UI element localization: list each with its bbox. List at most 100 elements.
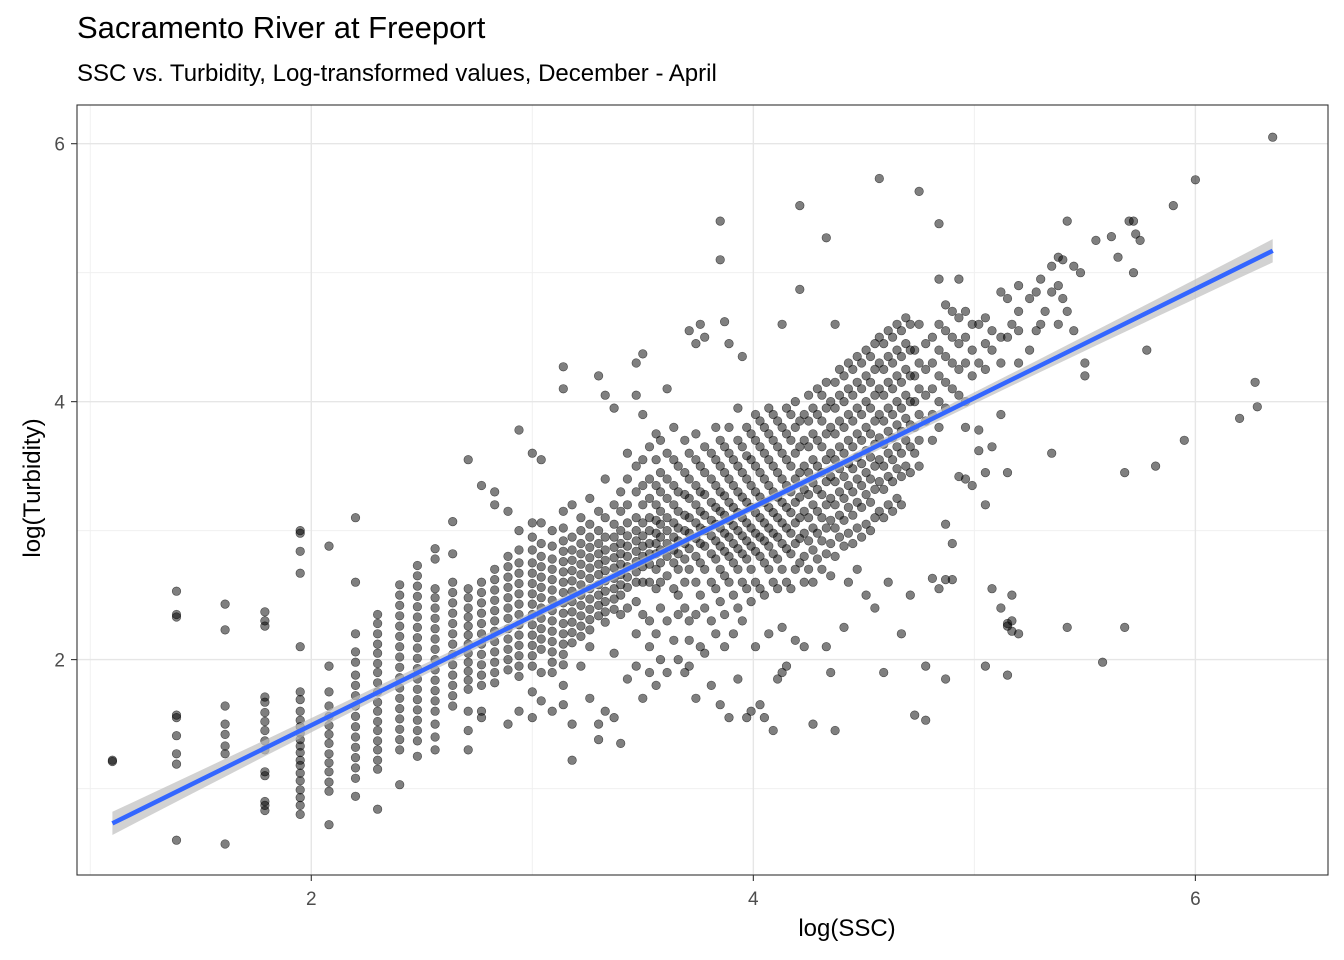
data-point bbox=[350, 680, 361, 691]
data-point bbox=[892, 345, 902, 355]
data-point bbox=[817, 564, 827, 574]
data-point bbox=[901, 364, 911, 375]
data-point bbox=[927, 573, 938, 584]
data-point bbox=[324, 738, 334, 749]
data-point bbox=[715, 700, 725, 710]
data-point bbox=[350, 647, 361, 657]
data-point bbox=[490, 595, 500, 605]
data-point bbox=[887, 455, 898, 465]
data-point bbox=[1031, 287, 1041, 297]
data-point bbox=[834, 364, 845, 375]
data-point bbox=[600, 555, 610, 565]
data-point bbox=[448, 680, 458, 691]
data-point bbox=[996, 287, 1006, 297]
data-point bbox=[772, 554, 783, 564]
data-point bbox=[673, 461, 683, 471]
data-point bbox=[430, 696, 440, 706]
data-point bbox=[547, 706, 557, 716]
data-point bbox=[662, 384, 672, 394]
data-point bbox=[662, 616, 672, 626]
data-point bbox=[373, 764, 383, 774]
data-point bbox=[843, 409, 854, 420]
data-point bbox=[755, 700, 765, 710]
data-point bbox=[927, 384, 938, 394]
data-point bbox=[324, 749, 334, 759]
data-point bbox=[536, 518, 546, 528]
data-point bbox=[616, 525, 626, 536]
data-point bbox=[622, 582, 633, 593]
data-point bbox=[430, 706, 440, 716]
data-point bbox=[750, 461, 761, 471]
data-point bbox=[799, 642, 809, 652]
data-point bbox=[567, 755, 577, 765]
data-point bbox=[812, 461, 823, 471]
data-point bbox=[768, 725, 778, 736]
data-point bbox=[503, 665, 513, 675]
data-point bbox=[576, 611, 586, 621]
data-point bbox=[821, 233, 831, 243]
data-point bbox=[655, 487, 666, 497]
data-point bbox=[373, 755, 383, 765]
data-point bbox=[514, 651, 524, 661]
data-point bbox=[600, 617, 610, 627]
data-point bbox=[691, 693, 701, 703]
data-point bbox=[724, 712, 734, 723]
data-point bbox=[861, 519, 871, 529]
data-point bbox=[777, 319, 787, 329]
data-point bbox=[954, 339, 964, 349]
data-point bbox=[638, 349, 648, 359]
data-point bbox=[742, 554, 752, 564]
data-point bbox=[295, 568, 305, 578]
data-point bbox=[799, 551, 809, 562]
data-point bbox=[974, 446, 984, 456]
data-point bbox=[631, 596, 641, 607]
data-point bbox=[412, 581, 423, 591]
data-point bbox=[799, 577, 809, 587]
data-point bbox=[750, 409, 761, 420]
data-point bbox=[856, 358, 867, 368]
data-point bbox=[600, 565, 610, 576]
data-point bbox=[808, 577, 818, 587]
data-point bbox=[576, 559, 586, 569]
data-point bbox=[585, 693, 595, 703]
data-point bbox=[799, 409, 809, 420]
data-point bbox=[220, 719, 230, 729]
data-point bbox=[514, 671, 524, 682]
data-point bbox=[558, 700, 568, 710]
data-point bbox=[547, 525, 557, 536]
data-point bbox=[940, 519, 951, 529]
data-point bbox=[803, 489, 814, 500]
data-point bbox=[395, 693, 405, 703]
data-point bbox=[490, 564, 500, 574]
data-point bbox=[295, 747, 305, 758]
data-point bbox=[680, 577, 690, 587]
data-point bbox=[669, 500, 679, 510]
data-point bbox=[803, 513, 814, 523]
data-point bbox=[921, 661, 931, 671]
data-point bbox=[585, 614, 595, 625]
data-point bbox=[1069, 326, 1079, 336]
data-point bbox=[715, 596, 725, 607]
data-point bbox=[1058, 255, 1068, 265]
data-point bbox=[733, 603, 743, 613]
data-point bbox=[547, 554, 557, 564]
data-point bbox=[558, 523, 568, 533]
data-point bbox=[600, 545, 610, 555]
data-point bbox=[1120, 468, 1130, 478]
data-point bbox=[220, 701, 230, 711]
x-tick-label: 6 bbox=[1190, 889, 1201, 910]
data-point bbox=[638, 500, 648, 510]
data-point bbox=[669, 558, 679, 568]
data-point bbox=[171, 749, 182, 759]
data-point bbox=[558, 506, 568, 516]
data-point bbox=[395, 745, 405, 755]
data-point bbox=[662, 571, 672, 581]
data-point bbox=[373, 648, 383, 658]
data-point bbox=[1142, 345, 1152, 355]
data-point bbox=[680, 667, 690, 678]
data-point bbox=[430, 613, 440, 623]
data-point bbox=[996, 409, 1006, 420]
data-point bbox=[576, 569, 586, 580]
data-point bbox=[373, 639, 383, 649]
data-point bbox=[295, 706, 305, 716]
